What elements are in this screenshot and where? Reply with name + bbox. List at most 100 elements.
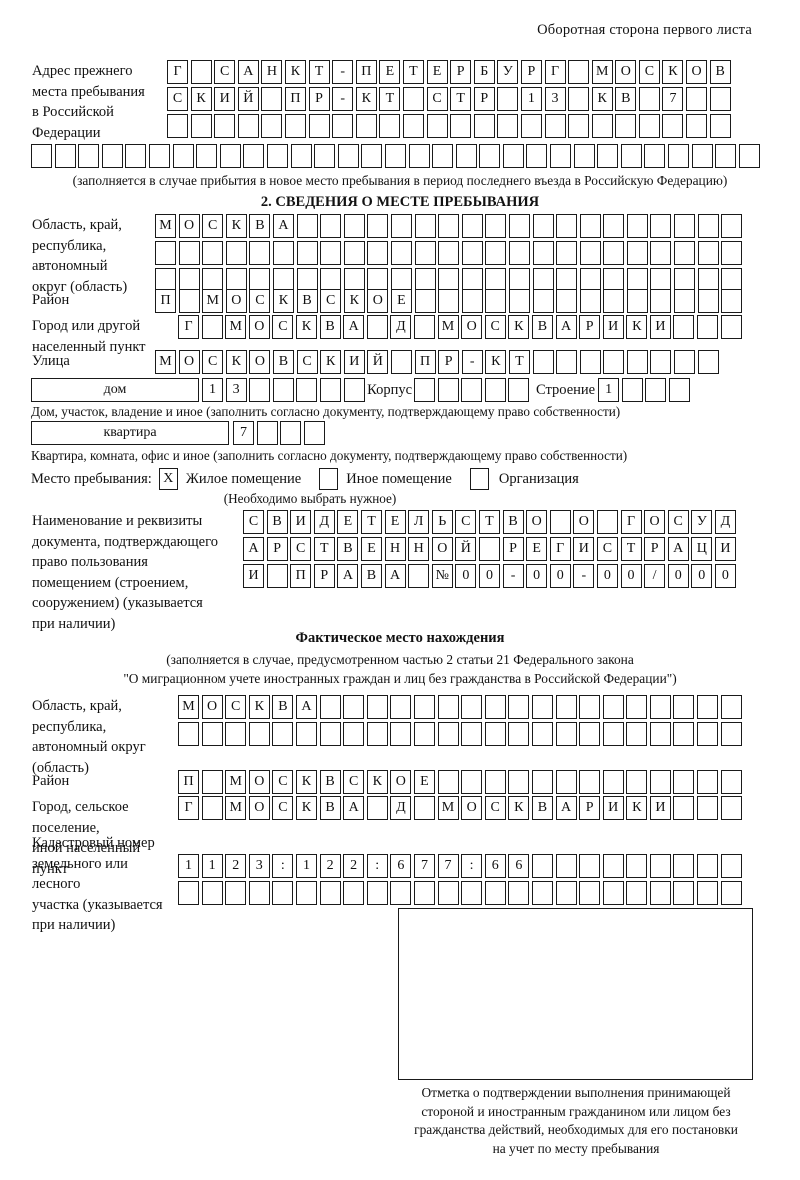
- char-cell[interactable]: [626, 770, 648, 794]
- char-cell[interactable]: [190, 60, 212, 84]
- char-cell[interactable]: [295, 722, 317, 746]
- char-cell[interactable]: [308, 114, 330, 138]
- char-cell[interactable]: О: [201, 695, 223, 719]
- char-cell[interactable]: Р: [579, 796, 601, 820]
- char-cell[interactable]: [579, 289, 601, 313]
- char-cell[interactable]: [196, 144, 218, 168]
- char-cell[interactable]: А: [555, 796, 577, 820]
- char-cell[interactable]: К: [295, 770, 317, 794]
- char-cell[interactable]: Й: [367, 350, 389, 374]
- char-cell[interactable]: [555, 881, 577, 905]
- char-cell[interactable]: Е: [526, 537, 548, 561]
- char-cell[interactable]: [686, 114, 708, 138]
- char-cell[interactable]: [497, 114, 519, 138]
- char-cell[interactable]: Д: [313, 510, 335, 534]
- char-cell[interactable]: М: [155, 350, 176, 374]
- char-cell[interactable]: [650, 350, 672, 374]
- char-cell[interactable]: [626, 350, 648, 374]
- char-cell[interactable]: [320, 241, 342, 265]
- char-cell[interactable]: [54, 144, 76, 168]
- char-cell[interactable]: Ц: [691, 537, 713, 561]
- char-cell[interactable]: Л: [408, 510, 430, 534]
- char-cell[interactable]: [413, 722, 435, 746]
- char-cell[interactable]: [202, 241, 224, 265]
- char-cell[interactable]: И: [573, 537, 595, 561]
- char-cell[interactable]: В: [319, 315, 341, 339]
- char-cell[interactable]: [256, 421, 278, 445]
- char-cell[interactable]: [272, 722, 294, 746]
- char-cell[interactable]: 7: [437, 854, 459, 878]
- char-cell[interactable]: М: [225, 796, 247, 820]
- char-cell[interactable]: [555, 770, 577, 794]
- char-cell[interactable]: [437, 770, 459, 794]
- char-cell[interactable]: С: [243, 510, 264, 534]
- char-cell[interactable]: И: [714, 537, 736, 561]
- char-cell[interactable]: [219, 144, 241, 168]
- char-cell[interactable]: [284, 114, 306, 138]
- char-cell[interactable]: [272, 241, 294, 265]
- char-cell[interactable]: П: [155, 289, 176, 313]
- char-cell[interactable]: [568, 114, 590, 138]
- char-cell[interactable]: [626, 722, 648, 746]
- char-cell[interactable]: [438, 214, 460, 238]
- char-cell[interactable]: С: [455, 510, 477, 534]
- char-cell[interactable]: 7: [413, 854, 435, 878]
- char-cell[interactable]: [343, 722, 365, 746]
- char-cell[interactable]: Н: [408, 537, 430, 561]
- char-cell[interactable]: [261, 87, 283, 111]
- char-cell[interactable]: [650, 289, 672, 313]
- char-cell[interactable]: №: [431, 564, 453, 588]
- char-cell[interactable]: [461, 770, 483, 794]
- char-cell[interactable]: Р: [502, 537, 524, 561]
- char-cell[interactable]: 0: [549, 564, 571, 588]
- char-cell[interactable]: А: [237, 60, 259, 84]
- char-cell[interactable]: [201, 770, 223, 794]
- char-cell[interactable]: К: [320, 350, 342, 374]
- char-cell[interactable]: [532, 214, 554, 238]
- char-cell[interactable]: И: [649, 796, 671, 820]
- char-cell[interactable]: [190, 114, 212, 138]
- char-cell[interactable]: [413, 796, 435, 820]
- char-cell[interactable]: 7: [662, 87, 684, 111]
- char-cell[interactable]: [432, 144, 454, 168]
- char-cell[interactable]: [579, 854, 601, 878]
- stamp-box[interactable]: [398, 908, 753, 1080]
- char-cell[interactable]: О: [461, 796, 483, 820]
- char-cell[interactable]: [674, 289, 696, 313]
- char-cell[interactable]: М: [178, 695, 199, 719]
- previous-address-row-4[interactable]: [31, 144, 762, 168]
- char-cell[interactable]: [555, 854, 577, 878]
- char-cell[interactable]: [296, 378, 318, 402]
- char-cell[interactable]: И: [343, 350, 365, 374]
- char-cell[interactable]: [686, 87, 708, 111]
- char-cell[interactable]: [508, 378, 530, 402]
- char-cell[interactable]: [214, 114, 236, 138]
- char-cell[interactable]: [508, 881, 530, 905]
- char-cell[interactable]: И: [290, 510, 312, 534]
- char-cell[interactable]: Н: [261, 60, 283, 84]
- char-cell[interactable]: [408, 564, 430, 588]
- char-cell[interactable]: [225, 722, 247, 746]
- char-cell[interactable]: [626, 695, 648, 719]
- char-cell[interactable]: [178, 241, 200, 265]
- char-cell[interactable]: [720, 854, 742, 878]
- char-cell[interactable]: О: [248, 315, 270, 339]
- char-cell[interactable]: М: [591, 60, 613, 84]
- char-cell[interactable]: [673, 881, 695, 905]
- char-cell[interactable]: [674, 241, 696, 265]
- char-cell[interactable]: С: [272, 770, 294, 794]
- char-cell[interactable]: А: [667, 537, 689, 561]
- char-cell[interactable]: [556, 350, 578, 374]
- char-cell[interactable]: Т: [360, 510, 382, 534]
- char-cell[interactable]: [697, 695, 719, 719]
- char-cell[interactable]: С: [249, 289, 271, 313]
- char-cell[interactable]: [390, 241, 412, 265]
- char-cell[interactable]: 0: [667, 564, 689, 588]
- char-cell[interactable]: К: [485, 350, 507, 374]
- char-cell[interactable]: [549, 510, 571, 534]
- char-cell[interactable]: О: [686, 60, 708, 84]
